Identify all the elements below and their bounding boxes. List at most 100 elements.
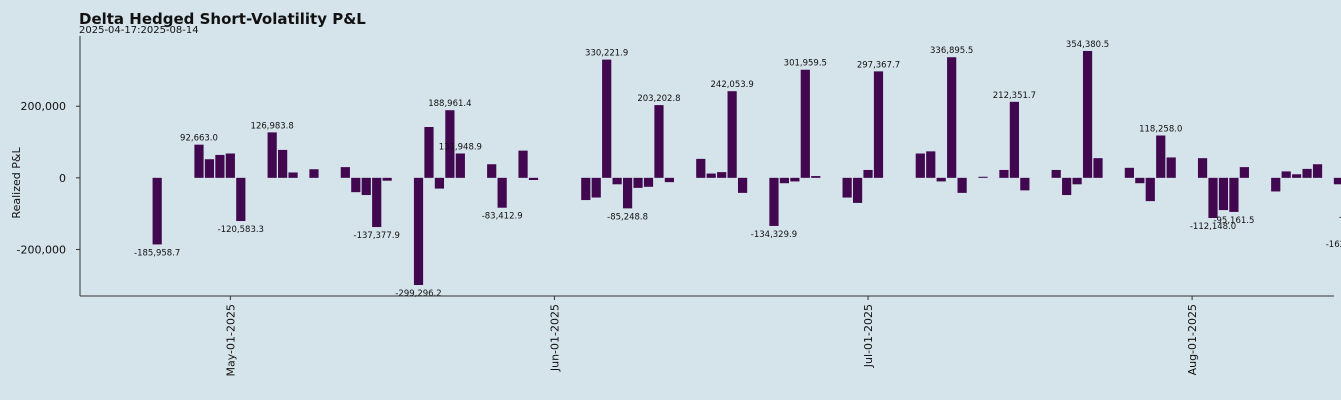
bar <box>194 144 204 178</box>
bar <box>413 177 424 286</box>
bar <box>612 177 622 185</box>
bar <box>842 177 852 198</box>
bar <box>1312 164 1323 178</box>
bar-data-label: 212,351.7 <box>993 91 1036 101</box>
bar-data-label: -162,526.0 <box>1326 240 1341 250</box>
bar <box>602 59 612 178</box>
bar <box>800 69 810 178</box>
bar <box>863 169 873 178</box>
bar <box>1281 171 1291 178</box>
bar <box>1082 50 1093 178</box>
bar <box>424 127 434 178</box>
bar-data-label: -134,329.9 <box>751 230 797 240</box>
bar <box>372 177 382 228</box>
bar-data-label: 336,895.5 <box>930 46 973 56</box>
bar <box>947 57 957 178</box>
bar <box>1271 177 1281 192</box>
bar <box>1072 177 1082 185</box>
bar-data-label: -120,583.3 <box>218 225 264 235</box>
bar <box>664 177 675 183</box>
x-tick-label: Jul-01-2025 <box>862 304 875 368</box>
bar <box>1156 135 1166 178</box>
bar <box>622 177 633 209</box>
bar <box>654 105 664 178</box>
bar-data-label: 354,380.5 <box>1066 40 1109 50</box>
bar <box>1009 101 1019 178</box>
bar <box>215 154 225 178</box>
bar <box>518 150 528 178</box>
bar-data-label: 188,961.4 <box>428 99 471 109</box>
bar <box>852 177 863 203</box>
x-tick-label: May-01-2025 <box>224 304 237 376</box>
bar <box>999 169 1009 178</box>
bar <box>926 151 936 178</box>
bar <box>1239 167 1249 178</box>
bar <box>633 177 643 188</box>
bar <box>737 177 748 193</box>
bar <box>591 177 601 198</box>
bar <box>957 177 967 193</box>
bar <box>978 176 988 178</box>
bar-data-label: 297,367.7 <box>857 60 900 70</box>
bar <box>1051 169 1061 178</box>
bar <box>351 177 361 193</box>
bar-data-label: -83,412.9 <box>482 212 523 222</box>
bar <box>1218 177 1229 211</box>
bar <box>288 172 298 178</box>
bar-data-label: 126,983.8 <box>251 121 294 131</box>
bar <box>1302 168 1312 178</box>
bar-data-label: -85,248.8 <box>607 212 648 222</box>
bar <box>790 177 800 182</box>
bar <box>1197 158 1208 178</box>
bar-data-label: 92,663.0 <box>180 134 218 144</box>
bar <box>152 177 162 245</box>
bar <box>727 91 737 178</box>
bar <box>915 153 925 178</box>
bar <box>455 153 465 178</box>
bar <box>445 110 455 178</box>
bar-data-label: 131,948.9 <box>439 142 482 152</box>
bar <box>434 177 445 189</box>
chart-title: Delta Hedged Short-Volatility P&L <box>79 10 366 28</box>
bar <box>769 177 779 226</box>
bar <box>1333 177 1341 185</box>
bar-data-label: -137,377.9 <box>354 231 400 241</box>
bar <box>225 153 235 178</box>
bar <box>1020 177 1030 191</box>
chart-subtitle: 2025-04-17:2025-08-14 <box>79 25 199 36</box>
bar <box>497 177 507 208</box>
bar <box>706 173 716 178</box>
bar-data-label: -95,161.5 <box>1213 216 1254 226</box>
bar <box>811 176 821 178</box>
bar-data-label: 203,202.8 <box>637 94 680 104</box>
bar-data-label: 301,959.5 <box>784 59 827 69</box>
bar <box>267 132 277 178</box>
bar <box>581 177 591 201</box>
bar <box>1093 158 1103 178</box>
bar <box>278 149 288 178</box>
bar-data-label: 118,258.0 <box>1139 125 1182 135</box>
bar <box>340 167 350 178</box>
x-tick-label: Jun-01-2025 <box>548 304 561 372</box>
bar-data-label: -299,296.2 <box>395 289 441 299</box>
y-tick-label: 200,000 <box>21 100 67 113</box>
bar <box>1229 177 1239 212</box>
bar-data-label: 242,053.9 <box>711 80 754 90</box>
bar-data-label: 330,221.9 <box>585 49 628 59</box>
bar <box>1292 174 1302 178</box>
bar-data-label: -185,958.7 <box>134 248 180 258</box>
bar <box>696 158 706 178</box>
bar <box>1166 157 1176 178</box>
bar <box>1208 177 1218 218</box>
bar <box>717 172 727 178</box>
bar <box>382 177 392 181</box>
bar <box>779 177 790 184</box>
bar <box>1135 177 1145 184</box>
bar <box>1062 177 1072 196</box>
bar <box>1124 167 1134 178</box>
bar <box>361 177 371 196</box>
y-tick-label: 0 <box>59 172 66 185</box>
y-tick-label: -200,000 <box>17 243 66 256</box>
bar <box>309 169 319 178</box>
